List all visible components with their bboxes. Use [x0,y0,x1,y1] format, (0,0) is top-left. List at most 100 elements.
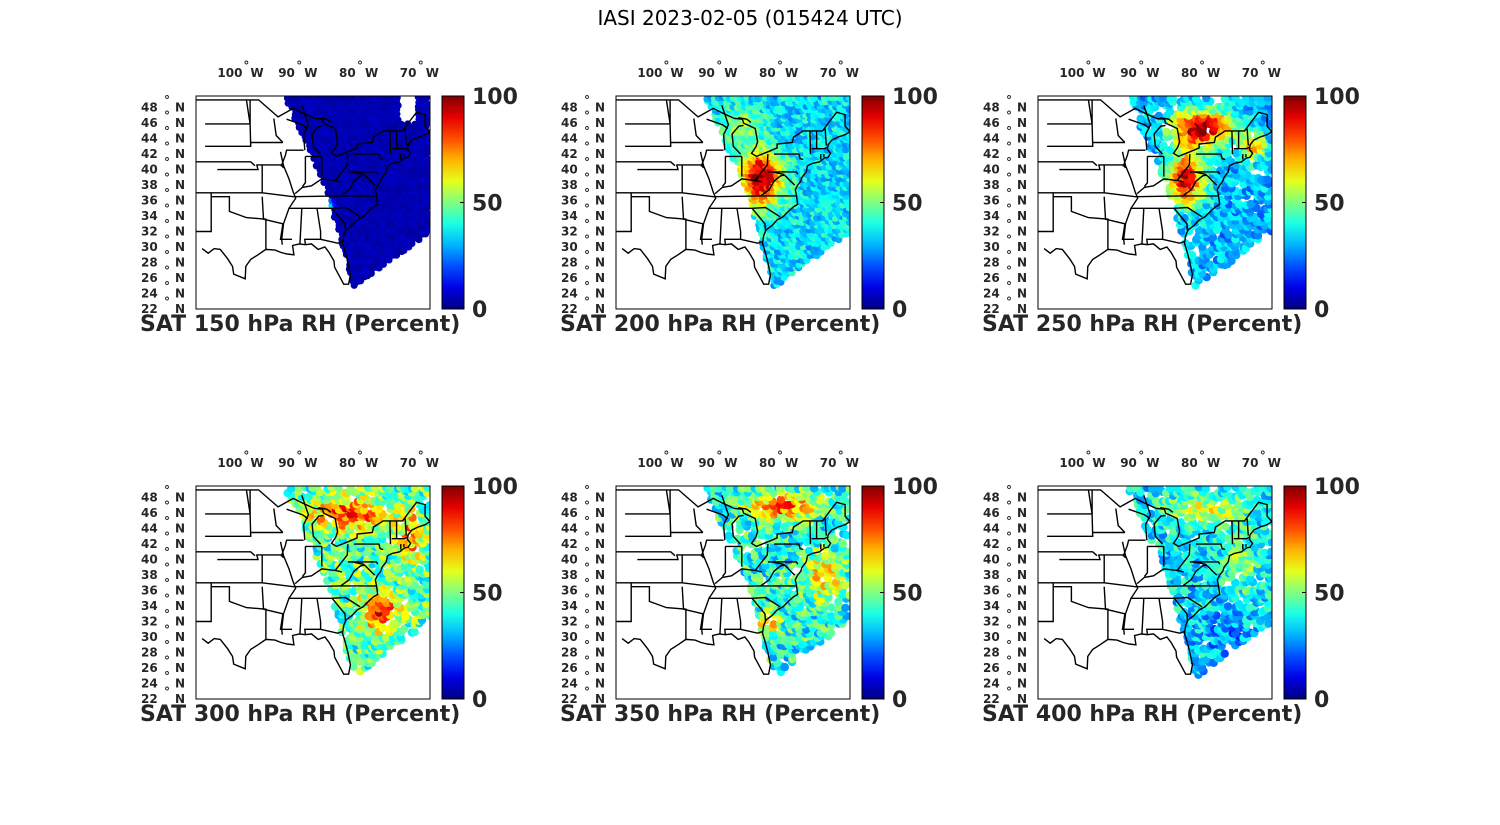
degree-mark: ° [1199,59,1205,73]
rh-point [769,653,778,662]
state-border [1059,164,1101,171]
rh-point [410,486,420,493]
lon-tick-label: 100 [217,66,242,80]
state-border [273,508,284,533]
rh-point [1206,260,1215,269]
panel-caption: SAT 150 hPa RH (Percent) [140,312,461,337]
colorbar-tick-label: 50 [472,582,503,607]
rh-point [776,495,786,504]
degree-mark: ° [1260,59,1266,73]
hemisphere-label: N [175,194,185,208]
state-border [334,544,349,571]
state-border [205,489,252,537]
rh-point [826,628,836,638]
state-border [286,118,309,130]
rh-point [370,486,379,492]
rh-point [845,591,850,600]
state-border [706,118,729,130]
coastline [1038,99,1272,285]
hemisphere-label: N [175,209,185,223]
colorbar-tick-label: 100 [892,85,938,110]
hemisphere-label: N [175,240,185,254]
hemisphere-label: W [1207,66,1220,80]
rh-point [1192,96,1201,104]
state-border [693,118,704,143]
state-border [1038,196,1054,233]
rh-point [769,620,778,629]
state-border [205,99,252,147]
degree-mark: ° [164,264,170,278]
state-border [1146,208,1164,245]
lon-tick-label: 80 [339,66,356,80]
state-border [809,130,812,155]
colorbar-tick-label: 0 [892,298,907,323]
colorbar-tick-label: 100 [472,475,518,500]
hemisphere-label: N [595,163,605,177]
hemisphere-label: N [175,599,185,613]
hemisphere-label: N [595,194,605,208]
rh-point [845,96,850,102]
lat-tick-label: 28 [141,646,158,660]
state-border [273,118,284,143]
map-frame [195,95,431,310]
state-border [1143,156,1149,188]
rh-point [733,534,742,543]
rh-observations [703,96,850,289]
hemisphere-label: W [846,66,859,80]
degree-mark: ° [663,59,669,73]
degree-mark: ° [1006,233,1012,247]
state-border [196,161,256,167]
rh-point [846,158,850,166]
state-border [699,151,717,245]
lat-tick-label: 24 [561,287,578,301]
lat-tick-label: 46 [141,506,158,520]
state-border [637,164,679,171]
state-border [217,554,259,561]
state-border [738,117,752,123]
hemisphere-label: N [1017,101,1027,115]
hemisphere-label: N [1017,287,1027,301]
rh-point [736,552,745,562]
rh-point [359,506,369,515]
state-border [331,207,347,231]
hemisphere-label: W [724,66,737,80]
degree-mark: ° [164,187,170,201]
lat-tick-label: 36 [141,194,158,208]
hemisphere-label: W [365,456,378,470]
state-border [318,117,332,123]
degree-mark: ° [584,156,590,170]
state-border [721,105,730,151]
lat-tick-label: 36 [983,194,1000,208]
state-border [1173,207,1189,231]
state-border [288,596,361,608]
map-panel-200: 100 ° W 90 ° W 80 ° W 70 ° W 48 ° N 46 ° N 44 ° N 42 ° N 40 ° N 38 °… [560,59,960,390]
rh-point [1246,199,1255,209]
degree-mark: ° [296,449,302,463]
hemisphere-label: N [175,178,185,192]
state-border [299,598,303,635]
degree-mark: ° [1006,202,1012,216]
lat-tick-label: 38 [983,178,1000,192]
degree-mark: ° [164,125,170,139]
hemisphere-label: N [595,287,605,301]
hemisphere-label: N [595,209,605,223]
hemisphere-label: W [365,66,378,80]
state-border [347,561,379,565]
degree-mark: ° [164,515,170,529]
state-border [334,154,349,181]
degree-mark: ° [243,449,249,463]
degree-mark: ° [164,218,170,232]
lon-tick-label: 90 [1120,66,1137,80]
lat-tick-label: 24 [141,677,158,691]
degree-mark: ° [164,499,170,513]
rh-point [1180,213,1189,223]
state-border [354,153,384,161]
state-border [1189,171,1221,175]
state-border [404,518,407,536]
degree-mark: ° [164,654,170,668]
state-border [616,196,632,233]
state-border [301,105,310,151]
hemisphere-label: N [595,302,605,316]
colorbar-tick-label: 0 [1314,298,1329,323]
hemisphere-label: N [175,661,185,675]
